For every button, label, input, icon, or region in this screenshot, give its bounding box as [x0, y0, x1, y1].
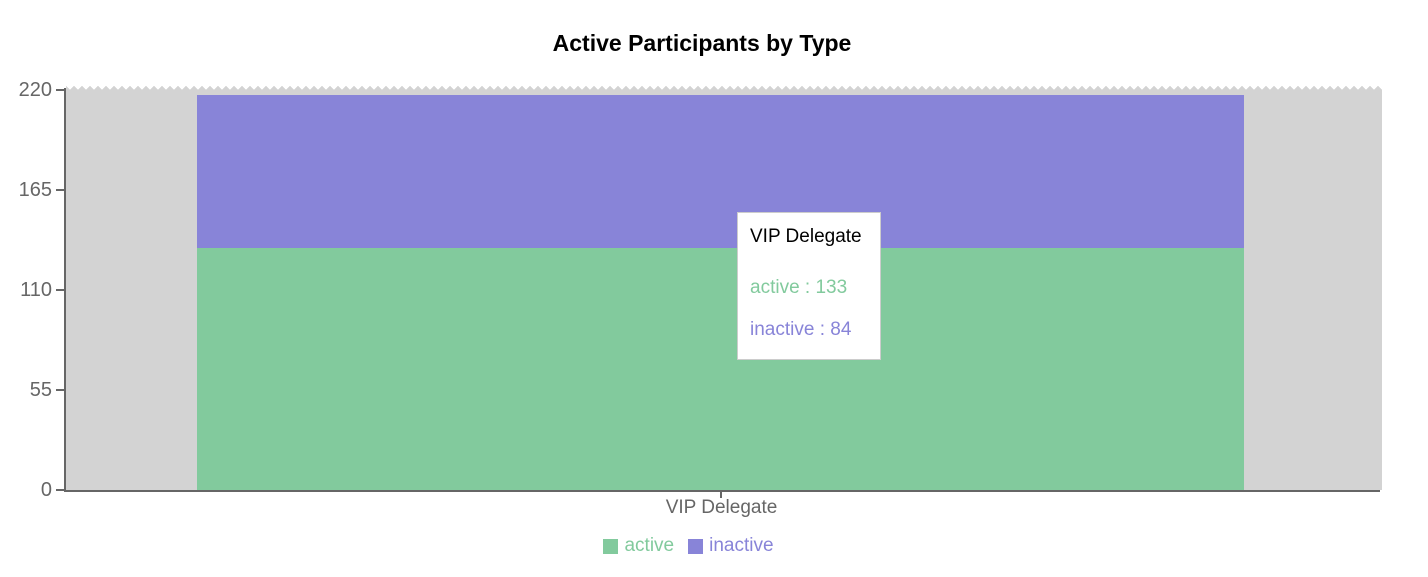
y-tick-label-220: 220 [18, 79, 52, 101]
y-tick-0 [56, 489, 64, 491]
legend: active inactive [0, 535, 1377, 557]
plot-background-right-edge [1377, 90, 1382, 490]
bar-segment-active[interactable] [197, 248, 1244, 490]
bar-segment-inactive[interactable] [197, 95, 1244, 249]
legend-item-inactive[interactable]: inactive [688, 535, 774, 557]
y-tick-label-55: 55 [29, 379, 52, 401]
legend-item-active[interactable]: active [603, 535, 674, 557]
legend-swatch-active-icon [603, 538, 619, 554]
y-axis-line [64, 88, 66, 492]
plot-background-top-edge [66, 85, 1382, 90]
y-tick-165 [56, 189, 64, 191]
bar-vip-delegate[interactable] [197, 90, 1244, 490]
tooltip-item-inactive: inactive : 84 [750, 319, 852, 340]
y-tick-220 [56, 89, 64, 91]
tooltip-title: VIP Delegate [750, 226, 862, 247]
y-tick-55 [56, 389, 64, 391]
tooltip: VIP Delegate active : 133 inactive : 84 [737, 212, 881, 360]
x-tick-vip-delegate [720, 492, 722, 498]
legend-swatch-inactive-icon [688, 538, 704, 554]
tooltip-item-active: active : 133 [750, 277, 848, 298]
legend-label-inactive: inactive [709, 535, 774, 556]
y-tick-label-0: 0 [40, 479, 52, 501]
legend-label-active: active [624, 535, 675, 556]
y-tick-label-165: 165 [18, 179, 52, 201]
x-axis-line [64, 490, 1380, 492]
y-tick-110 [56, 289, 64, 291]
x-axis-category-label: VIP Delegate [665, 497, 778, 518]
y-tick-label-110: 110 [20, 279, 52, 301]
chart-title: Active Participants by Type [552, 30, 852, 56]
plot-area [66, 90, 1377, 490]
